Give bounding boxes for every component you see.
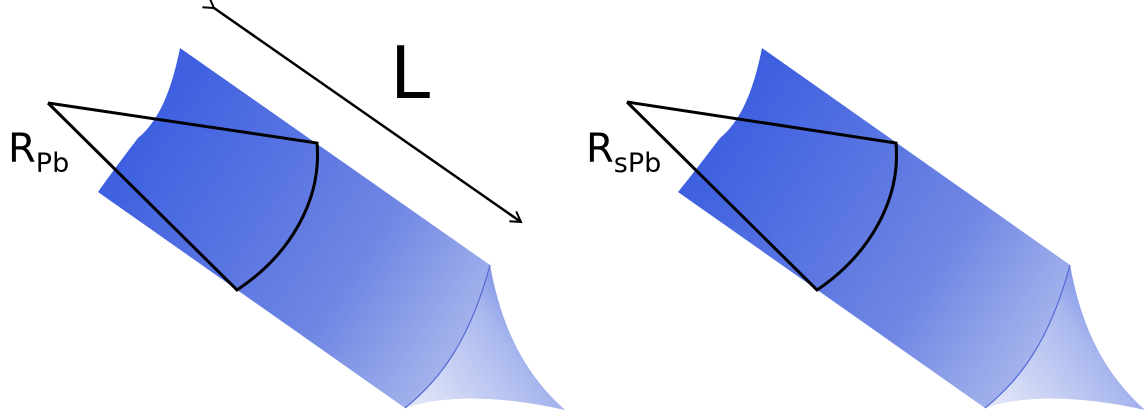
right-panel: RsPb bbox=[586, 48, 1145, 410]
left-end-cusp-edge bbox=[404, 264, 491, 409]
left-radius-symbol: R bbox=[8, 126, 36, 172]
left-panel: L RPb bbox=[8, 0, 565, 410]
right-end-cusp-edge bbox=[984, 264, 1071, 409]
right-end-cusp-face bbox=[985, 265, 1145, 410]
left-radius-subscript: Pb bbox=[36, 148, 69, 179]
right-radius-sector-outline bbox=[625, 100, 899, 292]
right-cusp-tube bbox=[678, 48, 1145, 410]
right-radius-label: RsPb bbox=[586, 126, 661, 179]
length-arrow bbox=[202, 0, 523, 224]
length-label: L bbox=[390, 31, 430, 115]
right-radius-symbol: R bbox=[586, 126, 614, 172]
right-radius-subscript: sPb bbox=[614, 148, 662, 179]
left-radius-label: RPb bbox=[8, 126, 69, 179]
left-end-cusp-face bbox=[405, 265, 565, 410]
